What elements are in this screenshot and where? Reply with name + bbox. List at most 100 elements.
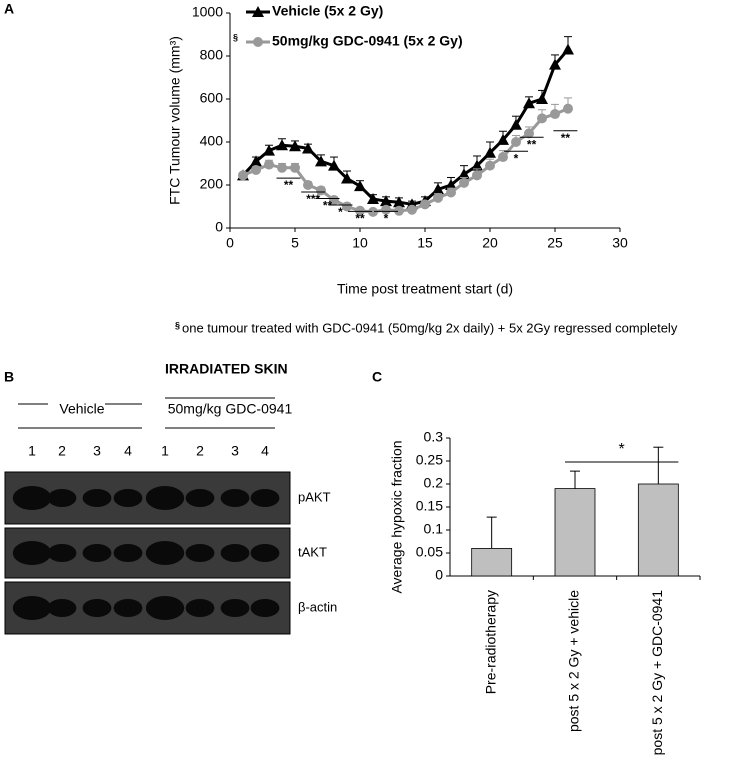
point bbox=[550, 109, 560, 120]
y-tick-label: 0.05 bbox=[416, 544, 443, 560]
x-tick-label: 15 bbox=[417, 235, 433, 251]
point bbox=[407, 204, 417, 215]
lane-label: 4 bbox=[124, 443, 132, 459]
blot-band bbox=[250, 489, 280, 507]
error-bar bbox=[653, 446, 664, 484]
lane-label: 3 bbox=[231, 443, 239, 459]
point bbox=[459, 177, 469, 188]
point bbox=[549, 58, 561, 70]
panel-label: B bbox=[4, 369, 14, 385]
point bbox=[523, 97, 535, 109]
annotation: ** bbox=[527, 137, 537, 151]
point bbox=[433, 192, 443, 203]
point bbox=[432, 183, 444, 195]
blot-band bbox=[47, 599, 77, 617]
y-tick-label: 400 bbox=[200, 133, 224, 149]
x-tick-label: 30 bbox=[612, 235, 628, 251]
x-tick-label: post 5 x 2 Gy + vehicle bbox=[566, 590, 582, 732]
point bbox=[394, 205, 404, 216]
blot-band bbox=[113, 544, 143, 562]
lane-label: 4 bbox=[261, 443, 269, 459]
point bbox=[277, 162, 287, 173]
point bbox=[238, 170, 248, 181]
y-tick-label: 1000 bbox=[192, 4, 223, 20]
blot-band bbox=[82, 544, 112, 562]
lane-label: 2 bbox=[196, 443, 204, 459]
y-tick-label: 0.15 bbox=[416, 498, 443, 514]
point bbox=[329, 195, 339, 206]
point bbox=[537, 113, 547, 124]
x-tick-label: 25 bbox=[547, 235, 563, 251]
point bbox=[498, 152, 508, 163]
point bbox=[445, 179, 457, 190]
footnote: one tumour treated with GDC-0941 (50mg/k… bbox=[182, 320, 678, 335]
panel-label: C bbox=[372, 369, 382, 385]
point bbox=[341, 172, 353, 184]
bar bbox=[471, 548, 513, 577]
group-label: Vehicle bbox=[59, 401, 104, 417]
point bbox=[524, 128, 534, 139]
blot-band bbox=[250, 544, 280, 562]
blot-band bbox=[12, 596, 52, 620]
significance: * bbox=[619, 441, 625, 458]
blot-band bbox=[185, 489, 215, 507]
blot-band bbox=[82, 489, 112, 507]
point bbox=[263, 144, 275, 156]
footnote-mark: § bbox=[175, 320, 180, 330]
annotation: ** bbox=[355, 212, 365, 226]
point bbox=[458, 168, 470, 180]
blot-title: IRRADIATED SKIN bbox=[165, 361, 288, 377]
x-tick-label: post 5 x 2 Gy + GDC-0941 bbox=[649, 590, 665, 756]
annotation: * bbox=[514, 151, 519, 165]
error-bar bbox=[570, 470, 580, 489]
y-tick-label: 0 bbox=[215, 219, 223, 235]
blot-band bbox=[220, 544, 250, 562]
point bbox=[563, 103, 573, 114]
point bbox=[264, 159, 274, 170]
point bbox=[290, 162, 300, 173]
error-bar bbox=[486, 516, 497, 549]
x-tick-label: 0 bbox=[226, 235, 234, 251]
row-label: tAKT bbox=[298, 544, 327, 559]
x-axis-label: Time post treatment start (d) bbox=[337, 281, 513, 297]
blot-band bbox=[145, 541, 185, 565]
point bbox=[355, 205, 365, 216]
panel-label: A bbox=[4, 1, 14, 17]
blot-band bbox=[113, 489, 143, 507]
blot-band bbox=[220, 489, 250, 507]
legend-mark: § bbox=[233, 32, 238, 42]
point bbox=[302, 142, 314, 154]
blot-band bbox=[12, 486, 52, 510]
point bbox=[251, 164, 261, 175]
y-tick-label: 0.2 bbox=[424, 475, 444, 491]
y-tick-label: 0.3 bbox=[424, 429, 444, 445]
point bbox=[342, 201, 352, 212]
y-tick-label: 0.25 bbox=[416, 452, 443, 468]
lane-label: 1 bbox=[161, 443, 169, 459]
blot-band bbox=[185, 599, 215, 617]
point bbox=[250, 155, 262, 167]
blot-band bbox=[12, 541, 52, 565]
point bbox=[497, 133, 509, 145]
point bbox=[367, 192, 379, 204]
y-axis-label: FTC Tumour volume (mm³) bbox=[167, 36, 183, 205]
x-tick-label: 10 bbox=[352, 235, 368, 251]
blot-band bbox=[47, 489, 77, 507]
point bbox=[368, 206, 378, 217]
legend-entry: 50mg/kg GDC-0941 (5x 2 Gy) bbox=[272, 33, 463, 49]
annotation: ** bbox=[323, 199, 333, 213]
point bbox=[303, 180, 313, 190]
blot-band bbox=[250, 599, 280, 617]
bar bbox=[637, 483, 679, 577]
point bbox=[484, 146, 496, 158]
x-tick-label: Pre-radiotherapy bbox=[482, 590, 498, 694]
point bbox=[562, 43, 574, 55]
point bbox=[536, 93, 548, 104]
blot-band bbox=[82, 599, 112, 617]
y-tick-label: 0 bbox=[435, 567, 443, 583]
lane-label: 3 bbox=[93, 443, 101, 459]
point bbox=[328, 159, 340, 171]
legend-entry: Vehicle (5x 2 Gy) bbox=[272, 3, 383, 19]
bar bbox=[554, 488, 596, 577]
